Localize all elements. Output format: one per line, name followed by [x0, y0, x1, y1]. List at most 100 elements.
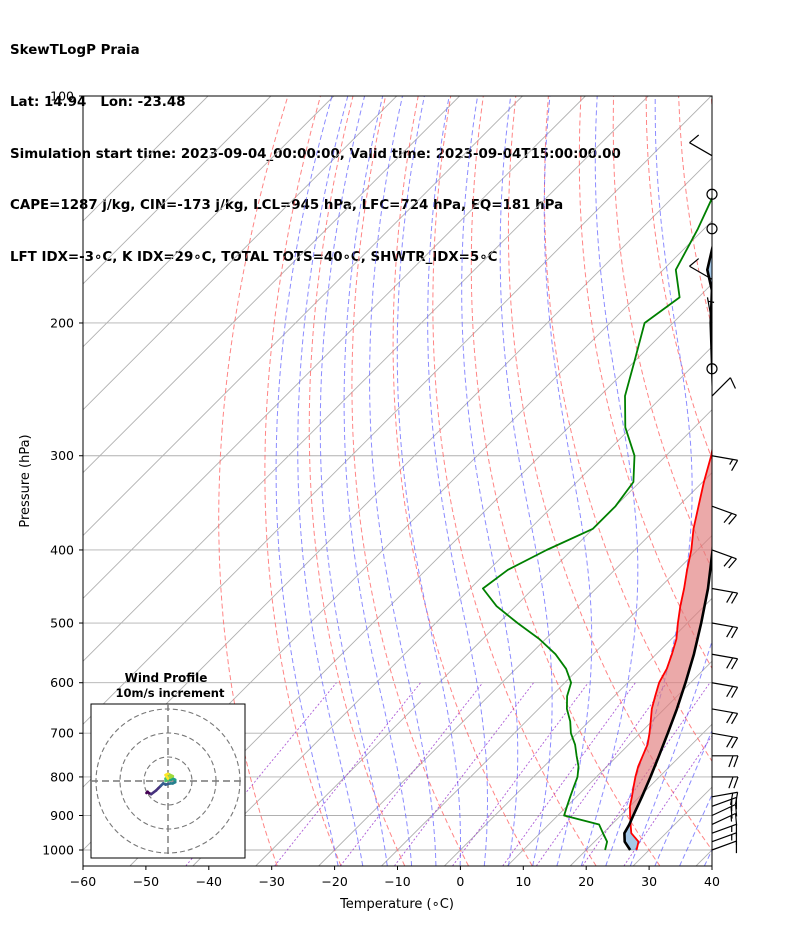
mixing-ratio-line — [394, 682, 534, 866]
moist-adiabat-line — [543, 96, 593, 866]
moist-adiabat-line — [396, 96, 461, 866]
dry-adiabat-line — [744, 96, 794, 866]
mixing-ratio-line — [274, 682, 421, 866]
parcel-profile — [623, 243, 712, 851]
moist-adiabat-line — [580, 96, 639, 866]
dewpoint-profile — [482, 196, 712, 851]
moist-adiabat-line — [629, 639, 712, 866]
wind-barb — [689, 134, 713, 157]
header-indices-2: LFT IDX=-3∘C, K IDX=29∘C, TOTAL TOTS=40∘… — [10, 249, 498, 265]
moist-adiabat-line — [679, 793, 712, 866]
dry-adiabat-line — [392, 96, 533, 866]
isotherm-line — [83, 96, 335, 348]
wind-barb — [711, 622, 739, 639]
dry-adiabat-line — [507, 96, 712, 851]
x-tick-label: 10 — [515, 874, 531, 889]
isotherm-line — [381, 534, 712, 866]
x-tick-label: −40 — [196, 874, 222, 889]
y-tick-label: 800 — [50, 769, 74, 784]
wind-barb — [711, 732, 739, 749]
dry-adiabat-line — [544, 96, 712, 763]
y-axis-title: Pressure (hPa) — [18, 434, 33, 527]
dry-adiabat-line — [678, 96, 712, 330]
hodograph-segment — [164, 773, 170, 780]
x-tick-label: −20 — [321, 874, 347, 889]
isotherm-line — [83, 96, 398, 411]
wind-barb — [706, 363, 718, 375]
hodograph-subtitle: 10m/s increment — [116, 686, 225, 700]
moist-adiabat-line — [275, 96, 339, 866]
wind-barb — [711, 455, 739, 471]
y-tick-label: 200 — [50, 315, 74, 330]
y-tick-label: 700 — [50, 726, 74, 741]
y-tick-label: 1000 — [42, 843, 74, 858]
x-tick-label: −50 — [133, 874, 159, 889]
wind-barb — [706, 297, 715, 324]
x-tick-label: 0 — [456, 874, 464, 889]
isotherm-line — [83, 96, 272, 285]
mixing-ratio-line — [535, 682, 668, 866]
wind-barb — [711, 796, 738, 812]
x-tick-label: −10 — [384, 874, 410, 889]
wind-barb — [711, 549, 737, 569]
hodograph-title: Wind Profile — [125, 671, 208, 685]
isotherm-line — [83, 96, 712, 725]
dry-adiabat-line — [578, 96, 712, 670]
y-tick-label: 500 — [50, 616, 74, 631]
mixing-ratio-line — [623, 735, 712, 866]
dry-adiabat-line — [432, 96, 597, 866]
dry-adiabat-line — [776, 96, 794, 866]
mixing-ratio-line — [582, 682, 711, 866]
moist-adiabat-line — [499, 96, 553, 866]
moist-adiabat-line — [343, 96, 413, 866]
dry-adiabat-line — [218, 96, 289, 866]
moist-adiabat-line — [703, 848, 712, 866]
isotherm-line — [569, 723, 712, 866]
dry-adiabat-line — [264, 96, 342, 866]
isotherm-line — [506, 660, 712, 866]
mixing-ratio-line — [502, 682, 636, 866]
dry-adiabat-line — [470, 96, 661, 866]
moist-adiabat-line — [319, 96, 388, 866]
isotherm-line — [192, 346, 712, 866]
dry-adiabat-line — [645, 96, 712, 461]
wind-barb — [711, 682, 739, 698]
wind-barb — [711, 803, 738, 819]
cin-area — [707, 249, 712, 363]
wind-barb — [711, 812, 738, 826]
wind-barb — [712, 776, 739, 789]
moist-adiabat-line — [605, 96, 693, 866]
wind-barb — [711, 377, 736, 397]
isotherm-line — [83, 96, 523, 537]
hodograph-inset: Wind Profile 10m/s increment — [90, 671, 246, 859]
wind-barb — [711, 791, 739, 806]
x-tick-label: −60 — [70, 874, 96, 889]
x-tick-label: 30 — [641, 874, 657, 889]
dry-adiabat-line — [351, 96, 470, 866]
y-tick-label: 900 — [50, 808, 74, 823]
wind-barb — [711, 840, 738, 854]
x-tick-label: 20 — [578, 874, 594, 889]
moist-adiabat-line — [654, 729, 712, 866]
isotherm-line — [129, 283, 712, 866]
wind-barb — [712, 755, 739, 768]
moist-adiabat-line — [427, 96, 488, 866]
moist-adiabat-line — [369, 96, 437, 866]
wind-barb — [711, 653, 739, 670]
wind-barb — [706, 188, 718, 200]
dry-adiabat-line — [308, 96, 406, 866]
x-axis-title: Temperature (∘C) — [339, 897, 454, 912]
y-tick-label: 600 — [50, 675, 74, 690]
wind-barb — [711, 505, 737, 525]
isotherm-line — [759, 96, 794, 866]
y-tick-label: 100 — [50, 89, 74, 104]
dry-adiabat-line — [710, 96, 712, 114]
wind-barb — [711, 587, 739, 604]
isotherm-line — [255, 409, 712, 866]
header-title: SkewTLogP Praia — [10, 43, 140, 59]
wind-barb — [689, 258, 713, 280]
chart-header: SkewTLogP Praia Lat: 14.94 Lon: -23.48 S… — [10, 8, 621, 283]
isotherm-line — [83, 96, 460, 474]
x-tick-label: −30 — [259, 874, 285, 889]
